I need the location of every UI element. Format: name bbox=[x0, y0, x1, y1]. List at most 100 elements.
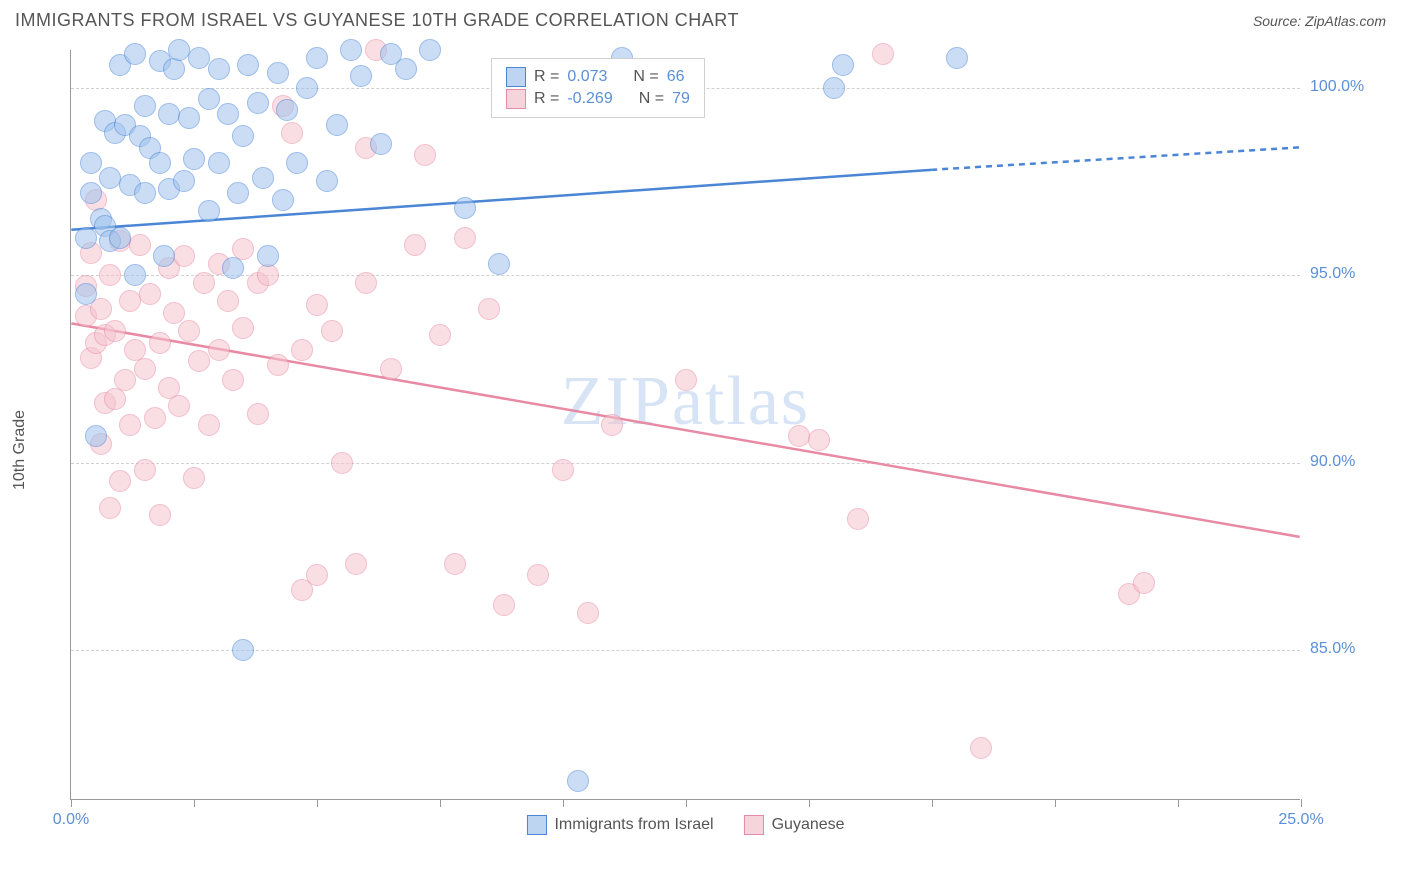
data-point bbox=[946, 47, 968, 69]
data-point bbox=[872, 43, 894, 65]
data-point bbox=[321, 320, 343, 342]
correlation-legend: R = 0.073 N = 66 R = -0.269 N = 79 bbox=[491, 58, 705, 118]
data-point bbox=[119, 290, 141, 312]
data-point bbox=[237, 54, 259, 76]
data-point bbox=[173, 245, 195, 267]
data-point bbox=[217, 290, 239, 312]
x-tick bbox=[563, 799, 564, 807]
data-point bbox=[149, 152, 171, 174]
x-tick-label: 25.0% bbox=[1278, 811, 1323, 829]
data-point bbox=[227, 182, 249, 204]
r-value-series2: -0.269 bbox=[567, 90, 612, 108]
series-legend: Immigrants from Israel Guyanese bbox=[526, 815, 844, 835]
x-tick bbox=[932, 799, 933, 807]
data-point bbox=[198, 414, 220, 436]
n-label: N = bbox=[633, 68, 658, 86]
data-point bbox=[109, 227, 131, 249]
data-point bbox=[306, 564, 328, 586]
data-point bbox=[208, 339, 230, 361]
x-tick bbox=[1178, 799, 1179, 807]
data-point bbox=[188, 350, 210, 372]
data-point bbox=[601, 414, 623, 436]
data-point bbox=[488, 253, 510, 275]
data-point bbox=[208, 58, 230, 80]
data-point bbox=[129, 234, 151, 256]
data-point bbox=[286, 152, 308, 174]
data-point bbox=[75, 227, 97, 249]
data-point bbox=[454, 227, 476, 249]
data-point bbox=[1133, 572, 1155, 594]
x-tick bbox=[317, 799, 318, 807]
data-point bbox=[198, 88, 220, 110]
data-point bbox=[134, 459, 156, 481]
r-value-series1: 0.073 bbox=[567, 68, 607, 86]
data-point bbox=[395, 58, 417, 80]
legend-swatch-series1 bbox=[526, 815, 546, 835]
data-point bbox=[85, 425, 107, 447]
data-point bbox=[217, 103, 239, 125]
data-point bbox=[124, 43, 146, 65]
data-point bbox=[178, 320, 200, 342]
legend-row-series2: R = -0.269 N = 79 bbox=[506, 89, 690, 109]
data-point bbox=[247, 92, 269, 114]
data-point bbox=[183, 467, 205, 489]
grid-line bbox=[71, 463, 1300, 464]
x-tick bbox=[440, 799, 441, 807]
data-point bbox=[139, 283, 161, 305]
data-point bbox=[80, 182, 102, 204]
data-point bbox=[168, 395, 190, 417]
x-tick bbox=[71, 799, 72, 807]
data-point bbox=[267, 354, 289, 376]
x-tick bbox=[686, 799, 687, 807]
x-tick-label: 0.0% bbox=[53, 811, 89, 829]
data-point bbox=[527, 564, 549, 586]
data-point bbox=[232, 639, 254, 661]
data-point bbox=[149, 332, 171, 354]
data-point bbox=[134, 182, 156, 204]
source-label: Source: ZipAtlas.com bbox=[1253, 13, 1386, 29]
data-point bbox=[80, 152, 102, 174]
legend-row-series1: R = 0.073 N = 66 bbox=[506, 67, 690, 87]
data-point bbox=[306, 47, 328, 69]
data-point bbox=[970, 737, 992, 759]
data-point bbox=[331, 452, 353, 474]
data-point bbox=[134, 358, 156, 380]
data-point bbox=[158, 103, 180, 125]
data-point bbox=[222, 369, 244, 391]
n-label: N = bbox=[639, 90, 664, 108]
y-tick-label: 85.0% bbox=[1310, 640, 1380, 658]
data-point bbox=[272, 189, 294, 211]
data-point bbox=[444, 553, 466, 575]
data-point bbox=[567, 770, 589, 792]
data-point bbox=[316, 170, 338, 192]
data-point bbox=[340, 39, 362, 61]
data-point bbox=[577, 602, 599, 624]
x-tick bbox=[1301, 799, 1302, 807]
data-point bbox=[454, 197, 476, 219]
data-point bbox=[847, 508, 869, 530]
legend-swatch-series2 bbox=[744, 815, 764, 835]
y-tick-label: 100.0% bbox=[1310, 78, 1380, 96]
data-point bbox=[119, 414, 141, 436]
data-point bbox=[355, 272, 377, 294]
grid-line bbox=[71, 650, 1300, 651]
chart-container: 10th Grade ZIPatlas 85.0%90.0%95.0%100.0… bbox=[50, 50, 1390, 850]
data-point bbox=[188, 47, 210, 69]
data-point bbox=[823, 77, 845, 99]
data-point bbox=[109, 470, 131, 492]
n-value-series1: 66 bbox=[667, 68, 685, 86]
data-point bbox=[257, 245, 279, 267]
data-point bbox=[370, 133, 392, 155]
legend-item-series2: Guyanese bbox=[744, 815, 845, 835]
n-value-series2: 79 bbox=[672, 90, 690, 108]
chart-title: IMMIGRANTS FROM ISRAEL VS GUYANESE 10TH … bbox=[15, 10, 739, 31]
data-point bbox=[306, 294, 328, 316]
x-tick bbox=[1055, 799, 1056, 807]
data-point bbox=[104, 388, 126, 410]
y-tick-label: 95.0% bbox=[1310, 265, 1380, 283]
data-point bbox=[429, 324, 451, 346]
r-label: R = bbox=[534, 68, 559, 86]
data-point bbox=[788, 425, 810, 447]
data-point bbox=[419, 39, 441, 61]
plot-area: ZIPatlas 85.0%90.0%95.0%100.0% R = 0.073… bbox=[70, 50, 1300, 800]
